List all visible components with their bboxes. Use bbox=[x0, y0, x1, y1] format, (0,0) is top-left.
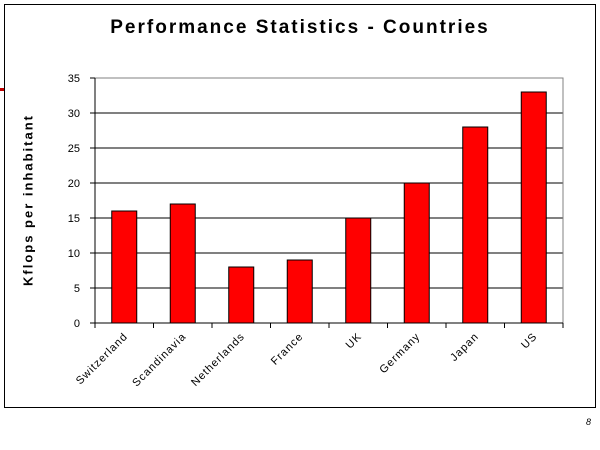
gridlines bbox=[95, 77, 563, 289]
bar-germany bbox=[403, 182, 430, 324]
bar-uk bbox=[345, 217, 372, 324]
y-tick-label: 25 bbox=[68, 143, 80, 155]
slide-frame bbox=[4, 4, 596, 408]
x-tick-label: UK bbox=[344, 331, 365, 352]
y-tick-labels: 0 5 10 15 20 25 30 35 bbox=[68, 73, 80, 330]
chart-title: Performance Statistics - Countries bbox=[110, 17, 490, 38]
bar-france bbox=[286, 259, 313, 324]
y-tick-label: 15 bbox=[68, 213, 80, 225]
y-tick-label: 30 bbox=[68, 108, 80, 120]
bars bbox=[111, 91, 547, 324]
x-tick-label: Japan bbox=[448, 331, 481, 364]
bar-us bbox=[520, 91, 547, 324]
x-tick-label: Netherlands bbox=[189, 331, 247, 389]
x-tick-label: Germany bbox=[377, 331, 422, 376]
y-tick-label: 0 bbox=[74, 318, 80, 330]
y-tick-label: 35 bbox=[68, 73, 80, 85]
y-tick-label: 5 bbox=[74, 283, 80, 295]
x-tick-label: Scandinavia bbox=[130, 331, 189, 390]
bar-switzerland bbox=[111, 210, 138, 324]
x-tick-label: France bbox=[269, 331, 306, 368]
y-tick-label: 10 bbox=[68, 248, 80, 260]
bar-scandinavia bbox=[169, 203, 196, 324]
axes bbox=[90, 77, 564, 328]
page-number: 8 bbox=[586, 417, 592, 427]
left-edge-marker bbox=[0, 88, 4, 91]
plot-area-border bbox=[94, 77, 564, 324]
y-tick-label: 20 bbox=[68, 178, 80, 190]
bar-japan bbox=[462, 126, 489, 324]
x-tick-label: US bbox=[519, 331, 540, 352]
x-tick-labels: Switzerland Scandinavia Netherlands France U… bbox=[74, 331, 540, 390]
bar-netherlands bbox=[228, 266, 255, 324]
x-tick-label: Switzerland bbox=[74, 331, 130, 387]
